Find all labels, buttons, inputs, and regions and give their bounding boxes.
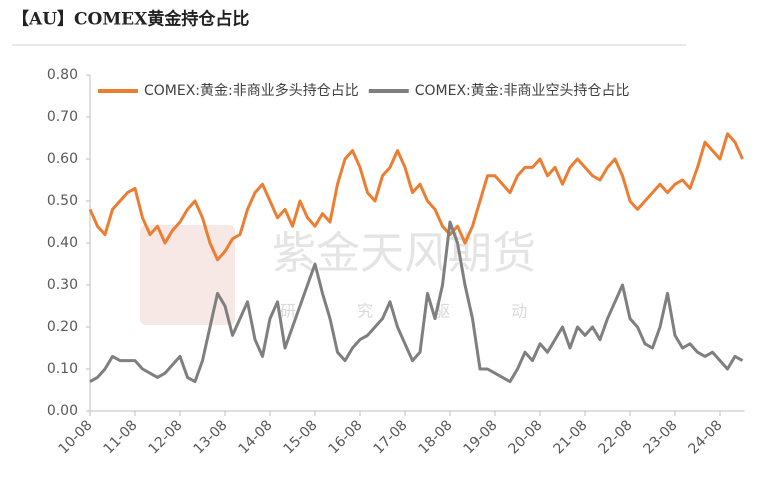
x-tick-label: 12-08 — [146, 417, 186, 457]
watermark-slogan: 研 究 驱 动 — [280, 302, 555, 321]
y-tick-label: 0.20 — [47, 319, 78, 335]
series-line — [89, 220, 744, 384]
x-tick-label: 10-08 — [56, 417, 96, 457]
x-tick-label: 19-08 — [461, 417, 501, 457]
x-tick-label: 20-08 — [506, 417, 546, 457]
y-tick-label: 0.00 — [47, 403, 78, 419]
y-tick-label: 0.80 — [47, 67, 78, 83]
x-tick-label: 18-08 — [416, 417, 456, 457]
x-tick-label: 21-08 — [551, 417, 591, 457]
x-tick-label: 14-08 — [236, 417, 276, 457]
x-tick-label: 13-08 — [191, 417, 231, 457]
x-tick-label: 15-08 — [281, 417, 321, 457]
x-tick-label: 16-08 — [326, 417, 366, 457]
y-tick-label: 0.60 — [47, 151, 78, 167]
x-tick-label: 23-08 — [641, 417, 681, 457]
watermark-seal — [140, 225, 235, 325]
x-tick-label: 22-08 — [596, 417, 636, 457]
y-tick-label: 0.70 — [47, 109, 78, 125]
y-tick-label: 0.10 — [47, 361, 78, 377]
y-tick-label: 0.40 — [47, 235, 78, 251]
series-line — [88, 132, 744, 262]
x-tick-label: 24-08 — [686, 417, 726, 457]
x-tick-label: 17-08 — [371, 417, 411, 457]
legend-label: COMEX:黄金:非商业空头持仓占比 — [415, 82, 630, 99]
y-tick-label: 0.30 — [47, 277, 78, 293]
legend-label: COMEX:黄金:非商业多头持仓占比 — [144, 82, 359, 99]
y-tick-label: 0.50 — [47, 193, 78, 209]
x-tick-label: 11-08 — [101, 417, 141, 457]
page-title: 【AU】COMEX黄金持仓占比 — [12, 9, 249, 30]
